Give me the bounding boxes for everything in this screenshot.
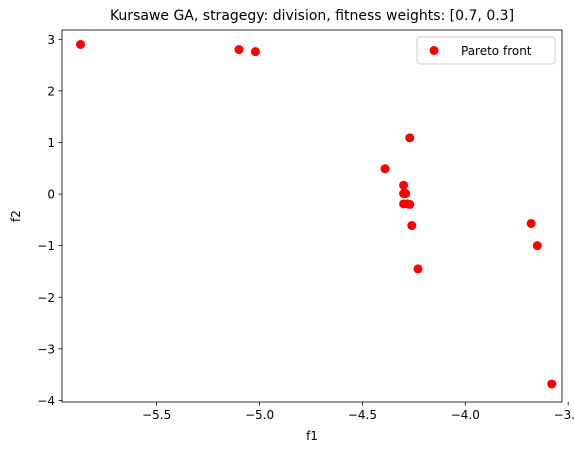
x-tick-label: −3.5: [554, 408, 574, 422]
data-points: [76, 39, 557, 389]
data-point: [526, 218, 536, 228]
data-point: [547, 379, 557, 389]
x-tick-label: −4.5: [348, 408, 377, 422]
data-point: [76, 39, 86, 49]
y-tick-label: 1: [47, 136, 55, 150]
data-point: [407, 221, 417, 231]
x-tick-label: −5.5: [142, 408, 171, 422]
y-tick-label: −1: [37, 239, 55, 253]
plot-area: [61, 29, 563, 403]
y-tick-label: −4: [37, 394, 55, 408]
legend-label: Pareto front: [461, 44, 532, 58]
legend-marker: [429, 46, 439, 55]
y-tick-label: 0: [47, 188, 55, 202]
data-point: [401, 189, 411, 199]
data-point: [399, 180, 409, 190]
axes-frame: [61, 29, 563, 403]
legend: Pareto front: [416, 36, 556, 65]
x-tick-label: −5.0: [245, 408, 274, 422]
data-point: [532, 241, 542, 251]
data-point: [413, 264, 423, 274]
x-axis: −5.5 −5.0 −4.5 −4.0 −3.5: [142, 402, 574, 422]
data-point: [380, 164, 390, 174]
y-tick-label: −3: [37, 342, 55, 356]
chart-title: Kursawe GA, stragegy: division, fitness …: [110, 8, 514, 24]
data-point: [405, 199, 415, 209]
y-axis-label: f2: [9, 210, 23, 222]
data-point: [405, 133, 415, 143]
x-axis-label: f1: [306, 429, 318, 443]
data-point: [234, 45, 244, 55]
x-tick-label: −4.0: [451, 408, 480, 422]
y-tick-label: 2: [47, 84, 55, 98]
y-axis: −4 −3 −2 −1 0 1 2 3: [37, 33, 62, 408]
y-tick-label: 3: [47, 33, 55, 47]
data-point: [250, 47, 260, 57]
legend-box: [416, 36, 556, 65]
y-tick-label: −2: [37, 291, 55, 305]
